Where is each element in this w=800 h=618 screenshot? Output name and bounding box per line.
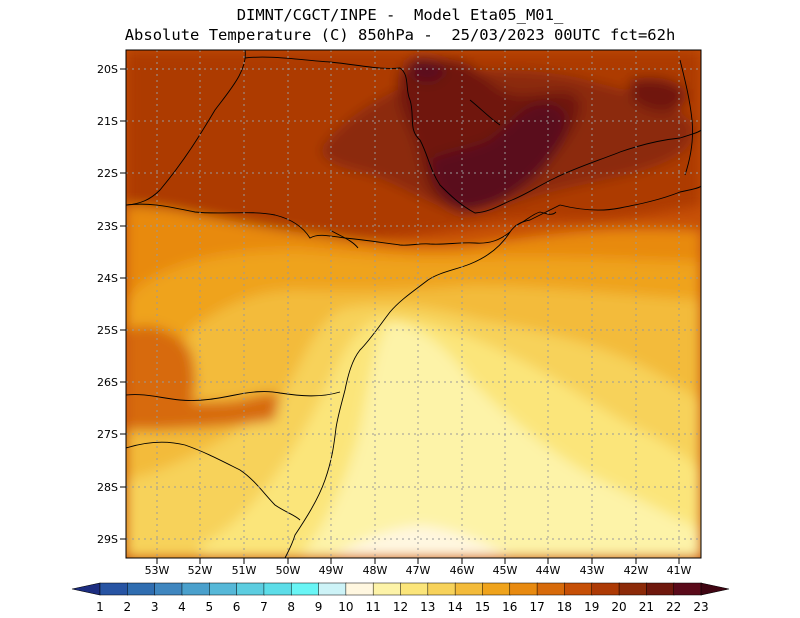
plot-title-line1: DIMNT/CGCT/INPE - Model Eta05_M01_ [236, 6, 564, 24]
colorbar-label: 21 [639, 600, 654, 614]
colorbar-segment [127, 582, 156, 596]
colorbar-segment [236, 582, 265, 596]
colorbar-segment [454, 582, 484, 596]
map-frame [125, 49, 702, 559]
lat-label: 26S [97, 376, 118, 389]
colorbar-label: 18 [557, 600, 572, 614]
lon-label: 51W [232, 564, 257, 577]
lake-detail [329, 229, 359, 249]
warm-pocket-sw [126, 393, 280, 430]
coast-detail [514, 211, 557, 227]
colorbar-label: 7 [260, 600, 268, 614]
lon-label: 42W [624, 564, 649, 577]
colorbar-segment [509, 582, 538, 596]
lon-label: 53W [145, 564, 170, 577]
colorbar-segment [181, 582, 211, 596]
colorbar-label: 5 [205, 600, 213, 614]
colorbar-segment [263, 582, 292, 596]
colorbar-label: 22 [666, 600, 681, 614]
colorbar-segment [345, 582, 374, 596]
colorbar-label: 4 [178, 600, 186, 614]
colorbar-segment [99, 582, 129, 596]
colorbar-segment [482, 582, 511, 596]
colorbar-label: 20 [611, 600, 626, 614]
colorbar-label: 10 [338, 600, 353, 614]
lon-label: 48W [363, 564, 388, 577]
coast-rj [559, 185, 701, 211]
colorbar-segment [591, 582, 620, 596]
colorbar-segment [400, 582, 429, 596]
colorbar-label: 9 [315, 600, 323, 614]
temperature-field [126, 50, 701, 558]
colorbar-segment [618, 582, 648, 596]
lat-label: 24S [97, 272, 118, 285]
lon-label: 44W [536, 564, 561, 577]
colorbar: 1 2 3 4 5 6 7 8 9 10 11 12 13 14 15 16 17 18 19 20 21 22 23 [71, 582, 730, 614]
colorbar-label: 15 [475, 600, 490, 614]
lon-label: 52W [188, 564, 213, 577]
lon-label: 46W [450, 564, 475, 577]
colorbar-label: 3 [151, 600, 159, 614]
colorbar-label: 12 [393, 600, 408, 614]
coast-south [284, 231, 511, 558]
lon-label: 50W [276, 564, 301, 577]
colorbar-segment [372, 582, 402, 596]
band-12 [300, 322, 701, 558]
colorbar-segment [564, 582, 593, 596]
state-border-rs-sc [126, 441, 301, 521]
plot-title-line2: Absolute Temperature (C) 850hPa - 25/03/… [124, 26, 676, 44]
colorbar-segment [290, 582, 320, 596]
colorbar-label: 19 [584, 600, 599, 614]
state-border-ms-pr [126, 50, 246, 206]
colorbar-high-arrow [700, 582, 730, 596]
longitude-labels: 53W 52W 51W 50W 49W 48W 47W 46W 45W 44W … [145, 564, 692, 577]
lat-label: 28S [97, 481, 118, 494]
colorbar-label: 1 [96, 600, 104, 614]
lat-label: 22S [97, 167, 118, 180]
state-border-sc-pr [126, 391, 341, 401]
colorbar-segment [154, 582, 183, 596]
state-border-sp-mg [244, 56, 513, 214]
colorbar-low-arrow [71, 582, 101, 596]
lat-label: 20S [97, 63, 118, 76]
colorbar-segment [536, 582, 566, 596]
band-22-east [630, 77, 687, 112]
lon-label: 49W [319, 564, 344, 577]
state-border-pr-sp [126, 203, 561, 246]
colorbar-label: 11 [366, 600, 381, 614]
colorbar-label: 6 [233, 600, 241, 614]
colorbar-segment [646, 582, 675, 596]
colorbar-label: 17 [529, 600, 544, 614]
lat-label: 29S [97, 533, 118, 546]
lon-label: 45W [493, 564, 518, 577]
colorbar-label: 23 [693, 600, 708, 614]
colorbar-segment [209, 582, 238, 596]
lat-label: 21S [97, 115, 118, 128]
colorbar-label: 2 [123, 600, 131, 614]
lat-label: 27S [97, 428, 118, 441]
colorbar-segment [427, 582, 456, 596]
lon-label: 47W [406, 564, 431, 577]
colorbar-segment [318, 582, 347, 596]
boundaries [126, 50, 701, 558]
graticule [126, 50, 701, 558]
reservoir-detail [469, 99, 501, 126]
colorbar-label: 13 [420, 600, 435, 614]
colorbar-label: 14 [447, 600, 462, 614]
colorbar-label: 8 [287, 600, 295, 614]
axis-ticks [120, 68, 680, 564]
lat-label: 23S [97, 220, 118, 233]
lon-label: 43W [580, 564, 605, 577]
latitude-labels: 20S 21S 22S 23S 24S 25S 26S 27S 28S 29S [97, 63, 118, 546]
band-23 [430, 103, 566, 213]
colorbar-label: 16 [502, 600, 517, 614]
colorbar-segment [673, 582, 702, 596]
lon-label: 41W [667, 564, 692, 577]
state-border-es [679, 59, 693, 176]
state-border-rj-mg [511, 129, 701, 201]
lat-label: 25S [97, 324, 118, 337]
